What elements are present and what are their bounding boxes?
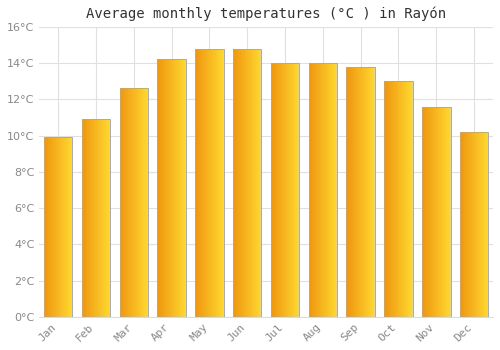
Bar <box>233 49 262 317</box>
Bar <box>271 63 299 317</box>
Bar <box>120 89 148 317</box>
Bar <box>82 119 110 317</box>
Bar <box>308 63 337 317</box>
Bar <box>460 132 488 317</box>
Bar <box>346 66 375 317</box>
Bar <box>384 81 412 317</box>
Title: Average monthly temperatures (°C ) in Rayón: Average monthly temperatures (°C ) in Ra… <box>86 7 446 21</box>
Bar <box>158 60 186 317</box>
Bar <box>195 49 224 317</box>
Bar <box>422 106 450 317</box>
Bar <box>44 137 72 317</box>
